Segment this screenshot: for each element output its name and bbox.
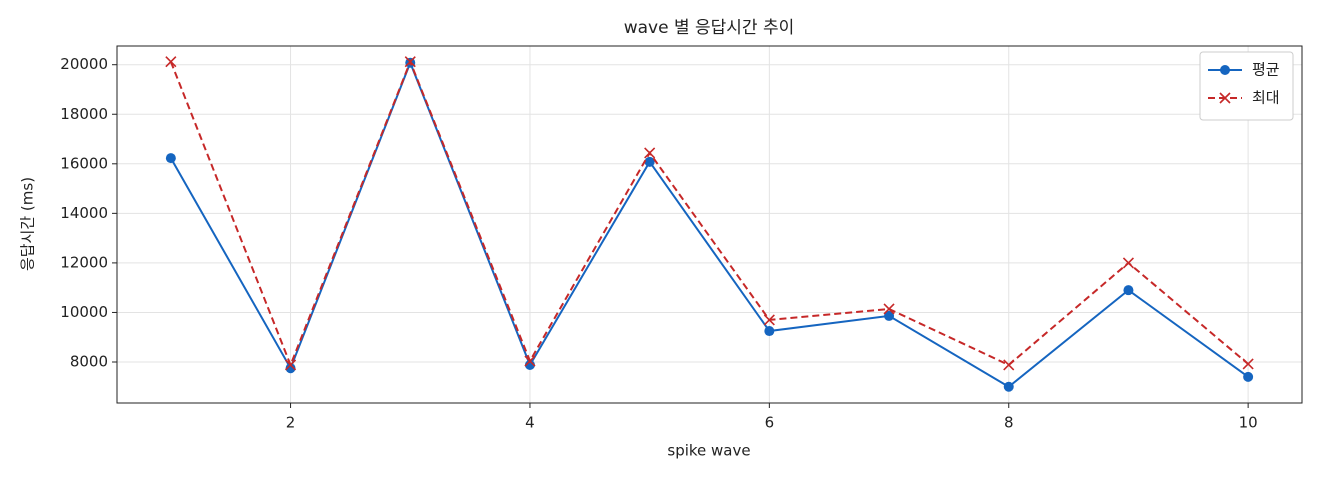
plot-frame bbox=[116, 45, 1303, 404]
y-tick-label: 12000 bbox=[60, 253, 108, 271]
marker bbox=[883, 303, 895, 315]
marker bbox=[644, 147, 656, 159]
marker bbox=[165, 153, 176, 164]
legend-marker bbox=[1220, 65, 1230, 75]
marker bbox=[644, 156, 655, 167]
marker bbox=[1003, 359, 1015, 371]
x-tick-label: 4 bbox=[525, 414, 535, 432]
x-tick-label: 6 bbox=[765, 414, 775, 432]
marker bbox=[285, 363, 296, 374]
marker bbox=[404, 56, 416, 68]
y-axis-label: 응답시간 (ms) bbox=[19, 177, 37, 271]
marker bbox=[763, 314, 775, 326]
y-tick-label: 16000 bbox=[60, 154, 108, 172]
chart-title: wave 별 응답시간 추이 bbox=[624, 18, 795, 38]
marker bbox=[884, 310, 895, 321]
x-tick-label: 2 bbox=[286, 414, 296, 432]
marker bbox=[1003, 381, 1014, 392]
marker bbox=[284, 359, 297, 371]
legend-marker bbox=[1219, 92, 1231, 104]
x-axis-label: spike wave bbox=[667, 442, 750, 460]
y-tick-label: 8000 bbox=[70, 352, 108, 370]
marker bbox=[1242, 358, 1254, 370]
legend-label: 평균 bbox=[1252, 61, 1280, 79]
y-tick-label: 20000 bbox=[60, 55, 108, 73]
legend-label: 최대 bbox=[1252, 89, 1280, 107]
x-tick-label: 10 bbox=[1239, 414, 1258, 432]
marker bbox=[764, 326, 775, 337]
marker bbox=[524, 355, 536, 367]
marker bbox=[1243, 371, 1254, 382]
marker bbox=[165, 56, 177, 68]
marker bbox=[1123, 285, 1134, 296]
marker bbox=[1122, 257, 1135, 269]
series-line bbox=[169, 59, 1249, 368]
y-tick-label: 14000 bbox=[60, 204, 108, 222]
series-line bbox=[169, 59, 1249, 388]
y-tick-label: 10000 bbox=[60, 303, 108, 321]
x-tick-label: 8 bbox=[1004, 414, 1014, 432]
y-tick-label: 18000 bbox=[60, 105, 108, 123]
